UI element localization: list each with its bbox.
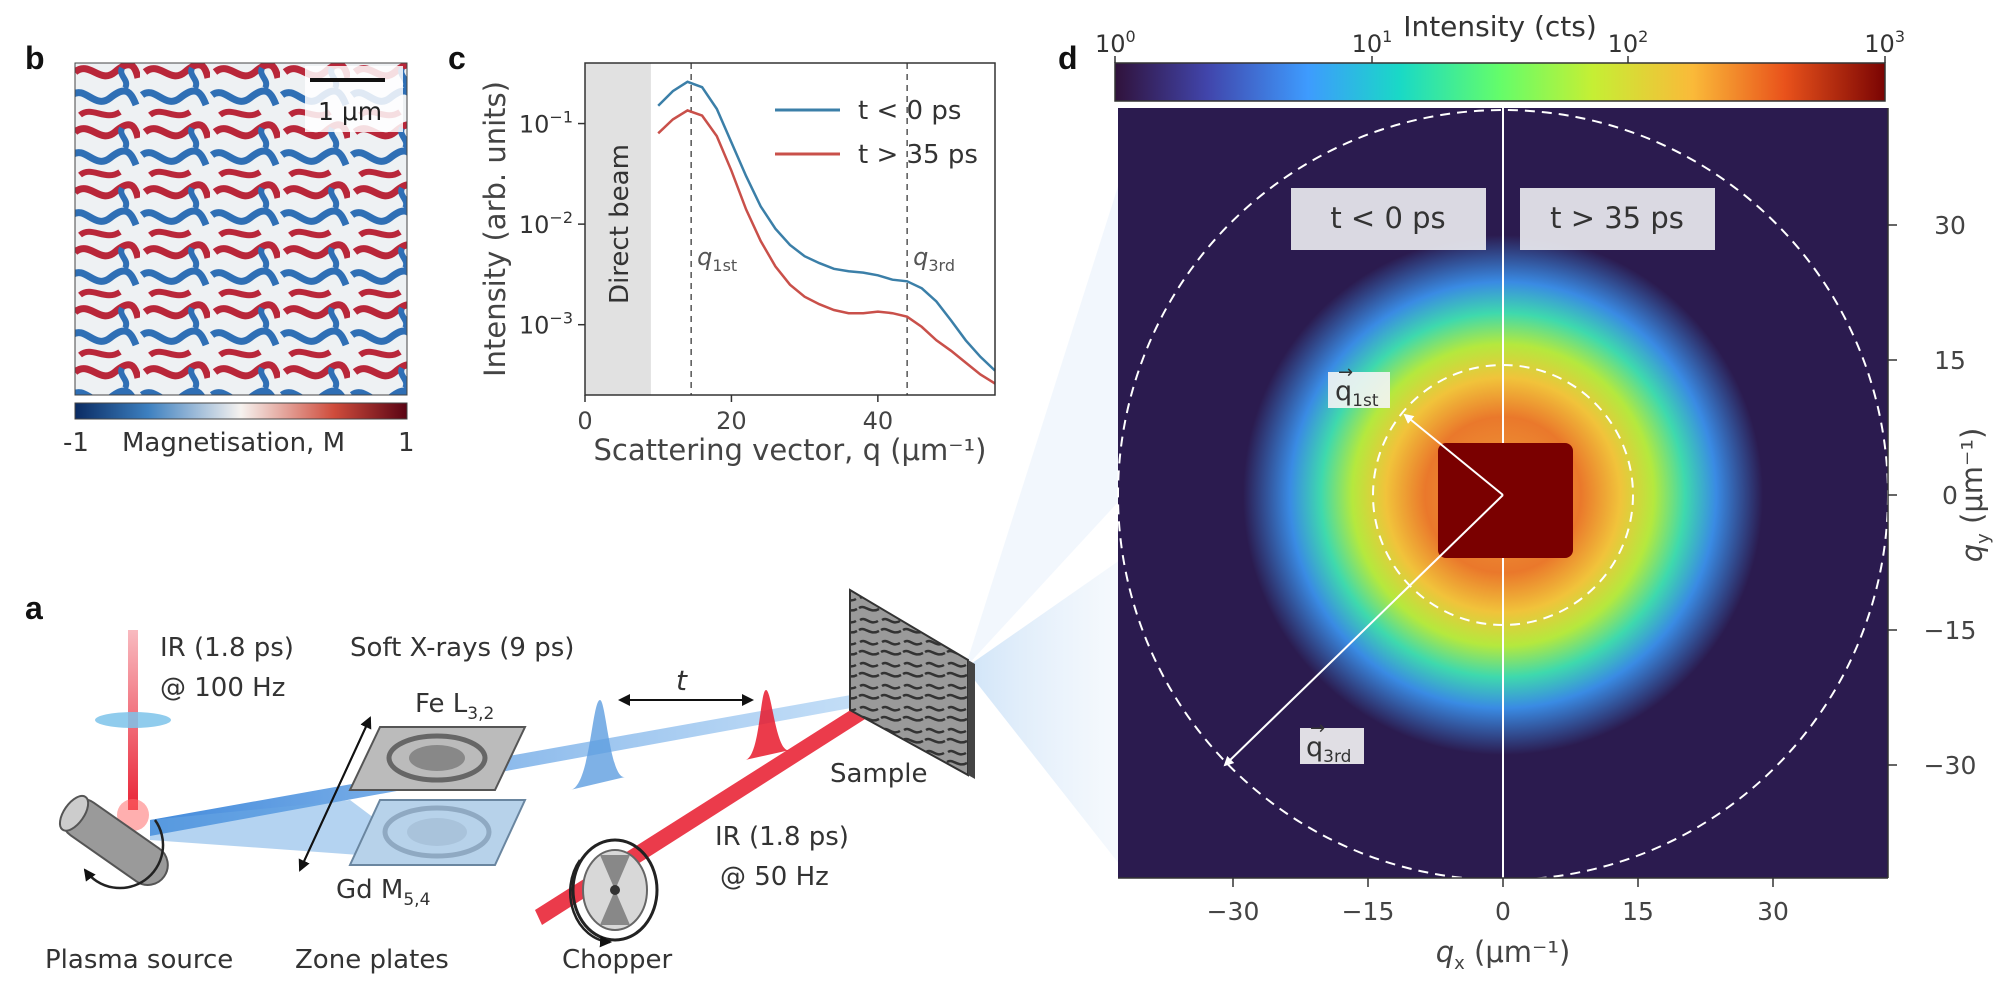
xray-beam: [150, 688, 895, 836]
box-right-label: t > 35 ps: [1550, 201, 1684, 235]
series-line-0: [657, 80, 996, 372]
d-y-tick-label-0: 30: [1934, 211, 1966, 240]
sample-label: Sample: [830, 759, 928, 789]
q3rd-arrow-mark: →: [1310, 718, 1325, 739]
cbar-tick-label-0: 100: [1095, 27, 1136, 58]
x-tick-label-2: 40: [863, 407, 894, 435]
zone-plates-label: Zone plates: [295, 945, 449, 975]
zone-plate-gd: [348, 799, 527, 866]
soft-xrays-label: Soft X-rays (9 ps): [350, 633, 574, 663]
ir-pump-label-line1: IR (1.8 ps): [715, 822, 849, 852]
colorbar-max-label: 1: [398, 428, 415, 458]
zone-plate-double-arrow-back: [298, 717, 371, 872]
vline-label-0: q1st: [697, 243, 737, 275]
scatter-cone-upper: [965, 180, 1120, 668]
rotation-arrow-icon: [83, 819, 165, 890]
legend-label-0: t < 0 ps: [858, 96, 961, 126]
q3rd-label-background: [1300, 728, 1364, 764]
vline-label-1: q3rd: [913, 243, 955, 275]
sample-plate-edge: [968, 660, 975, 779]
box-left-label: t < 0 ps: [1330, 201, 1445, 235]
plasma-spot: [117, 799, 149, 831]
plasma-source-label: Plasma source: [45, 945, 233, 975]
cbar-tick-label-1: 101: [1352, 27, 1393, 58]
d-y-tick-label-2: 0: [1942, 481, 1958, 510]
panel-label-c: c: [448, 40, 466, 76]
legend-label-1: t > 35 ps: [858, 140, 978, 170]
xray-pulse: [570, 700, 625, 790]
intensity-colorbar: [1114, 62, 1886, 102]
x-tick-label-1: 20: [716, 407, 747, 435]
magnetisation-colorbar: [74, 402, 408, 420]
colorbar-title: Intensity (cts): [1403, 10, 1597, 43]
cbar-tick-label-2: 102: [1608, 27, 1649, 58]
plot-frame: [584, 62, 996, 396]
panel-label-a: a: [25, 590, 43, 626]
panel-label-d: d: [1058, 40, 1078, 76]
q3rd-vector: [1223, 494, 1504, 767]
q1st-dashed-circle: [1372, 364, 1634, 626]
scalebar-background: [305, 66, 403, 132]
zone-plate-fe: [348, 726, 527, 791]
d-x-axis-label: qx (μm⁻¹): [1436, 935, 1571, 974]
direct-beam-label: Direct beam: [605, 144, 635, 304]
y-tick-label-1: 10−2: [519, 208, 573, 239]
cbar-tick-label-3: 103: [1864, 27, 1905, 58]
colorbar-label: Magnetisation, M: [122, 428, 345, 458]
box-left-background: [1291, 188, 1486, 250]
delay-label: t: [676, 664, 688, 697]
d-x-tick-label-2: 0: [1495, 897, 1511, 926]
colorbar-min-label: -1: [63, 428, 89, 458]
q1st-label: q1st: [1335, 376, 1379, 411]
scatter-cone: [965, 560, 1120, 865]
target-cylinder: [58, 794, 169, 886]
y-tick-label-2: 10−3: [519, 309, 573, 340]
q1st-label-background: [1328, 372, 1390, 408]
y-axis-label: Intensity (arb. units): [478, 81, 512, 377]
focusing-lens: [95, 712, 171, 728]
series-line-1: [657, 109, 996, 385]
chopper-wheel: [571, 838, 659, 942]
panel-label-b: b: [25, 40, 45, 76]
y-tick-label-0: 10−1: [519, 108, 573, 139]
ir-pump-label-line2: @ 50 Hz: [720, 862, 829, 892]
x-axis-label: Scattering vector, q (μm⁻¹): [593, 433, 986, 467]
q3rd-label: q3rd: [1306, 732, 1351, 767]
d-x-tick-label-4: 30: [1757, 897, 1789, 926]
scalebar-label: 1 μm: [318, 97, 382, 126]
d-y-tick-label-4: −30: [1924, 751, 1977, 780]
ir-source-label-line2: @ 100 Hz: [160, 673, 285, 703]
beam-blocker: [1438, 443, 1573, 558]
x-tick-label-0: 0: [577, 407, 592, 435]
d-y-tick-label-3: −15: [1924, 616, 1977, 645]
d-y-axis-label: qy (μm⁻¹): [1955, 428, 1994, 563]
chopper-rotation-arrow-icon: [568, 859, 612, 948]
panel-a-schematic: [58, 180, 1120, 948]
q1st-arrow-mark: →: [1338, 362, 1353, 383]
d-x-tick-label-1: −15: [1342, 897, 1395, 926]
d-x-tick-label-3: 15: [1622, 897, 1654, 926]
box-right-background: [1520, 188, 1715, 250]
direct-beam-region: [585, 63, 651, 395]
chopper-label: Chopper: [562, 945, 673, 975]
panel-d: Intensity (cts) 100 101 102 103 t < 0 ps t …: [1095, 10, 1994, 974]
fe-edge-label: Fe L3,2: [415, 689, 494, 724]
d-x-tick-label-0: −30: [1207, 897, 1260, 926]
q1st-vector: [1403, 413, 1504, 496]
panel-c-chart: Direct beam q1st q3rd 0 20 40 10−110−210−3 …: [478, 62, 996, 467]
ir-pulse: [745, 690, 790, 760]
d-y-tick-label-1: 15: [1934, 346, 1966, 375]
panel-b: 1 μm -1 Magnetisation, M 1: [63, 62, 415, 458]
gd-edge-label: Gd M5,4: [336, 875, 430, 910]
ir-source-label-line1: IR (1.8 ps): [160, 633, 294, 663]
sample-plate: [849, 588, 969, 777]
